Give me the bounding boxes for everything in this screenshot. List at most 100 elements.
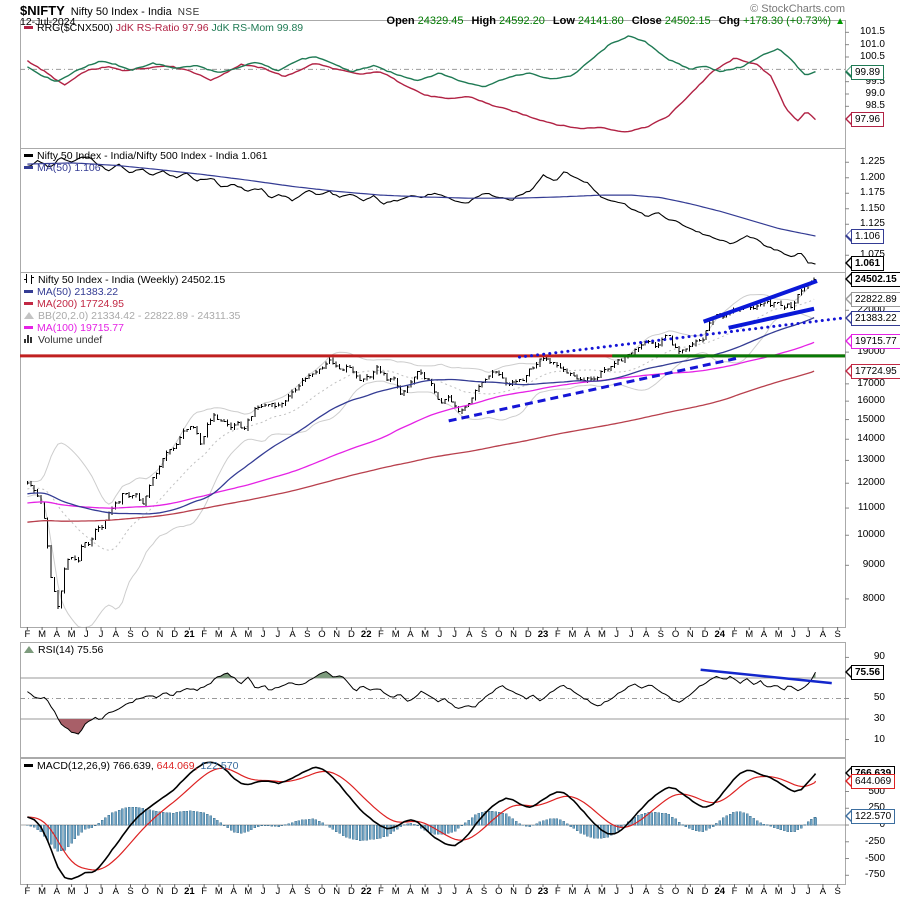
rrg-plot-area [20, 35, 845, 133]
rsi-panel-border [20, 642, 846, 758]
macd-histogram-bar [192, 810, 195, 826]
macd-histogram-bar [552, 818, 555, 826]
macd-histogram-bar [267, 824, 270, 826]
macd-histogram-bar [579, 824, 582, 834]
ma100-line [27, 341, 815, 509]
macd-histogram-bar [504, 813, 508, 826]
macd-histogram-bar [379, 824, 382, 839]
dotted-trendline [517, 316, 845, 359]
macd-histogram-bar [243, 824, 246, 833]
macd-histogram-bar [413, 824, 416, 826]
macd-histogram-bar [616, 824, 620, 831]
macd-histogram-bar [168, 812, 172, 826]
macd-histogram-bar [165, 812, 168, 826]
ratio-ma50-line [27, 162, 816, 237]
macd-histogram-bar [610, 824, 613, 836]
ma50-line [27, 317, 815, 515]
macd-histogram-bar [382, 824, 385, 838]
macd-histogram-bar [759, 822, 762, 826]
macd-histogram-bar [786, 824, 789, 832]
macd-histogram-bar [182, 811, 185, 826]
macd-histogram-bar [335, 824, 338, 833]
macd-histogram-bar [60, 824, 63, 851]
macd-histogram-bar [562, 821, 565, 826]
macd-histogram-bar [491, 810, 494, 826]
ratio-plot-area [27, 156, 816, 265]
macd-histogram-bar [263, 824, 267, 826]
macd-histogram-bar [776, 824, 779, 829]
macd-histogram-bar [694, 824, 698, 832]
macd-histogram-bar [814, 817, 817, 826]
macd-histogram-bar [572, 824, 575, 829]
macd-histogram-bar [386, 824, 389, 837]
macd-histogram-bar [708, 824, 711, 829]
macd-histogram-bar [175, 812, 178, 826]
channel-upper-line [702, 279, 818, 324]
macd-histogram-bar [525, 824, 528, 827]
macd-histogram-bar [369, 824, 372, 840]
macd-histogram-bar [73, 824, 77, 840]
macd-histogram-bar [660, 812, 664, 826]
macd-histogram-bar [290, 822, 294, 826]
macd-histogram-bar [732, 812, 735, 826]
macd-histogram-bar [447, 824, 450, 834]
macd-histogram-bar [250, 824, 253, 830]
macd-histogram-bar [63, 824, 66, 851]
macd-histogram-bar [341, 824, 345, 836]
macd-histogram-bar [548, 818, 552, 826]
macd-histogram-bar [389, 824, 392, 834]
macd-histogram-bar [806, 821, 810, 826]
macd-histogram-bar [430, 824, 433, 834]
macd-histogram-bar [348, 824, 351, 839]
macd-histogram-bar [352, 824, 355, 840]
macd-histogram-bar [83, 824, 87, 830]
macd-histogram-bar [87, 824, 90, 829]
macd-histogram-bar [189, 810, 192, 826]
macd-histogram-bar [257, 824, 260, 827]
copyright-link[interactable]: © StockCharts.com [750, 3, 845, 15]
macd-histogram-bar [114, 811, 117, 826]
rrg-panel-border [20, 20, 846, 149]
macd-histogram-bar [810, 819, 813, 826]
macd-histogram-bar [307, 819, 311, 826]
macd-histogram-bar [90, 824, 94, 828]
macd-histogram-bar [511, 818, 514, 826]
macd-histogram-bar [762, 824, 766, 826]
macd-histogram-bar [518, 823, 521, 826]
macd-histogram-bar [443, 824, 447, 835]
macd-histogram-bar [277, 824, 280, 828]
macd-histogram-bar [542, 820, 545, 826]
macd-histogram-bar [127, 807, 131, 826]
macd-histogram-bar [769, 824, 772, 827]
macd-histogram-bar [596, 824, 599, 839]
macd-histogram-bar [202, 812, 206, 826]
macd-histogram-bar [647, 812, 650, 826]
rsi-plot-area [20, 668, 845, 735]
macd-histogram-bar [569, 824, 572, 827]
macd-histogram-bar [311, 818, 314, 826]
macd-histogram-bar [637, 815, 640, 826]
macd-histogram-bar [701, 824, 704, 832]
macd-histogram-bar [239, 824, 243, 834]
macd-histogram-bar [338, 824, 341, 834]
macd-histogram-bar [538, 821, 542, 826]
macd-histogram-bar [304, 819, 307, 826]
macd-histogram-bar [800, 824, 803, 829]
macd-histogram-bar [297, 820, 301, 826]
macd-histogram-bar [593, 824, 596, 839]
macd-histogram-bar [555, 818, 559, 826]
macd-histogram-bar [664, 813, 667, 826]
rsi-line [27, 670, 816, 735]
macd-histogram-bar [409, 823, 413, 826]
macd-histogram-bar [172, 812, 175, 826]
macd-histogram-bar [273, 824, 277, 827]
macd-histogram-bar [501, 813, 504, 826]
macd-histogram-bar [589, 824, 592, 838]
macd-histogram-bar [705, 824, 708, 831]
macd-histogram-bar [318, 821, 321, 826]
macd-histogram-bar [321, 822, 324, 826]
macd-panel-border [20, 758, 846, 885]
macd-histogram-bar [328, 824, 331, 828]
macd-histogram-bar [671, 816, 674, 826]
